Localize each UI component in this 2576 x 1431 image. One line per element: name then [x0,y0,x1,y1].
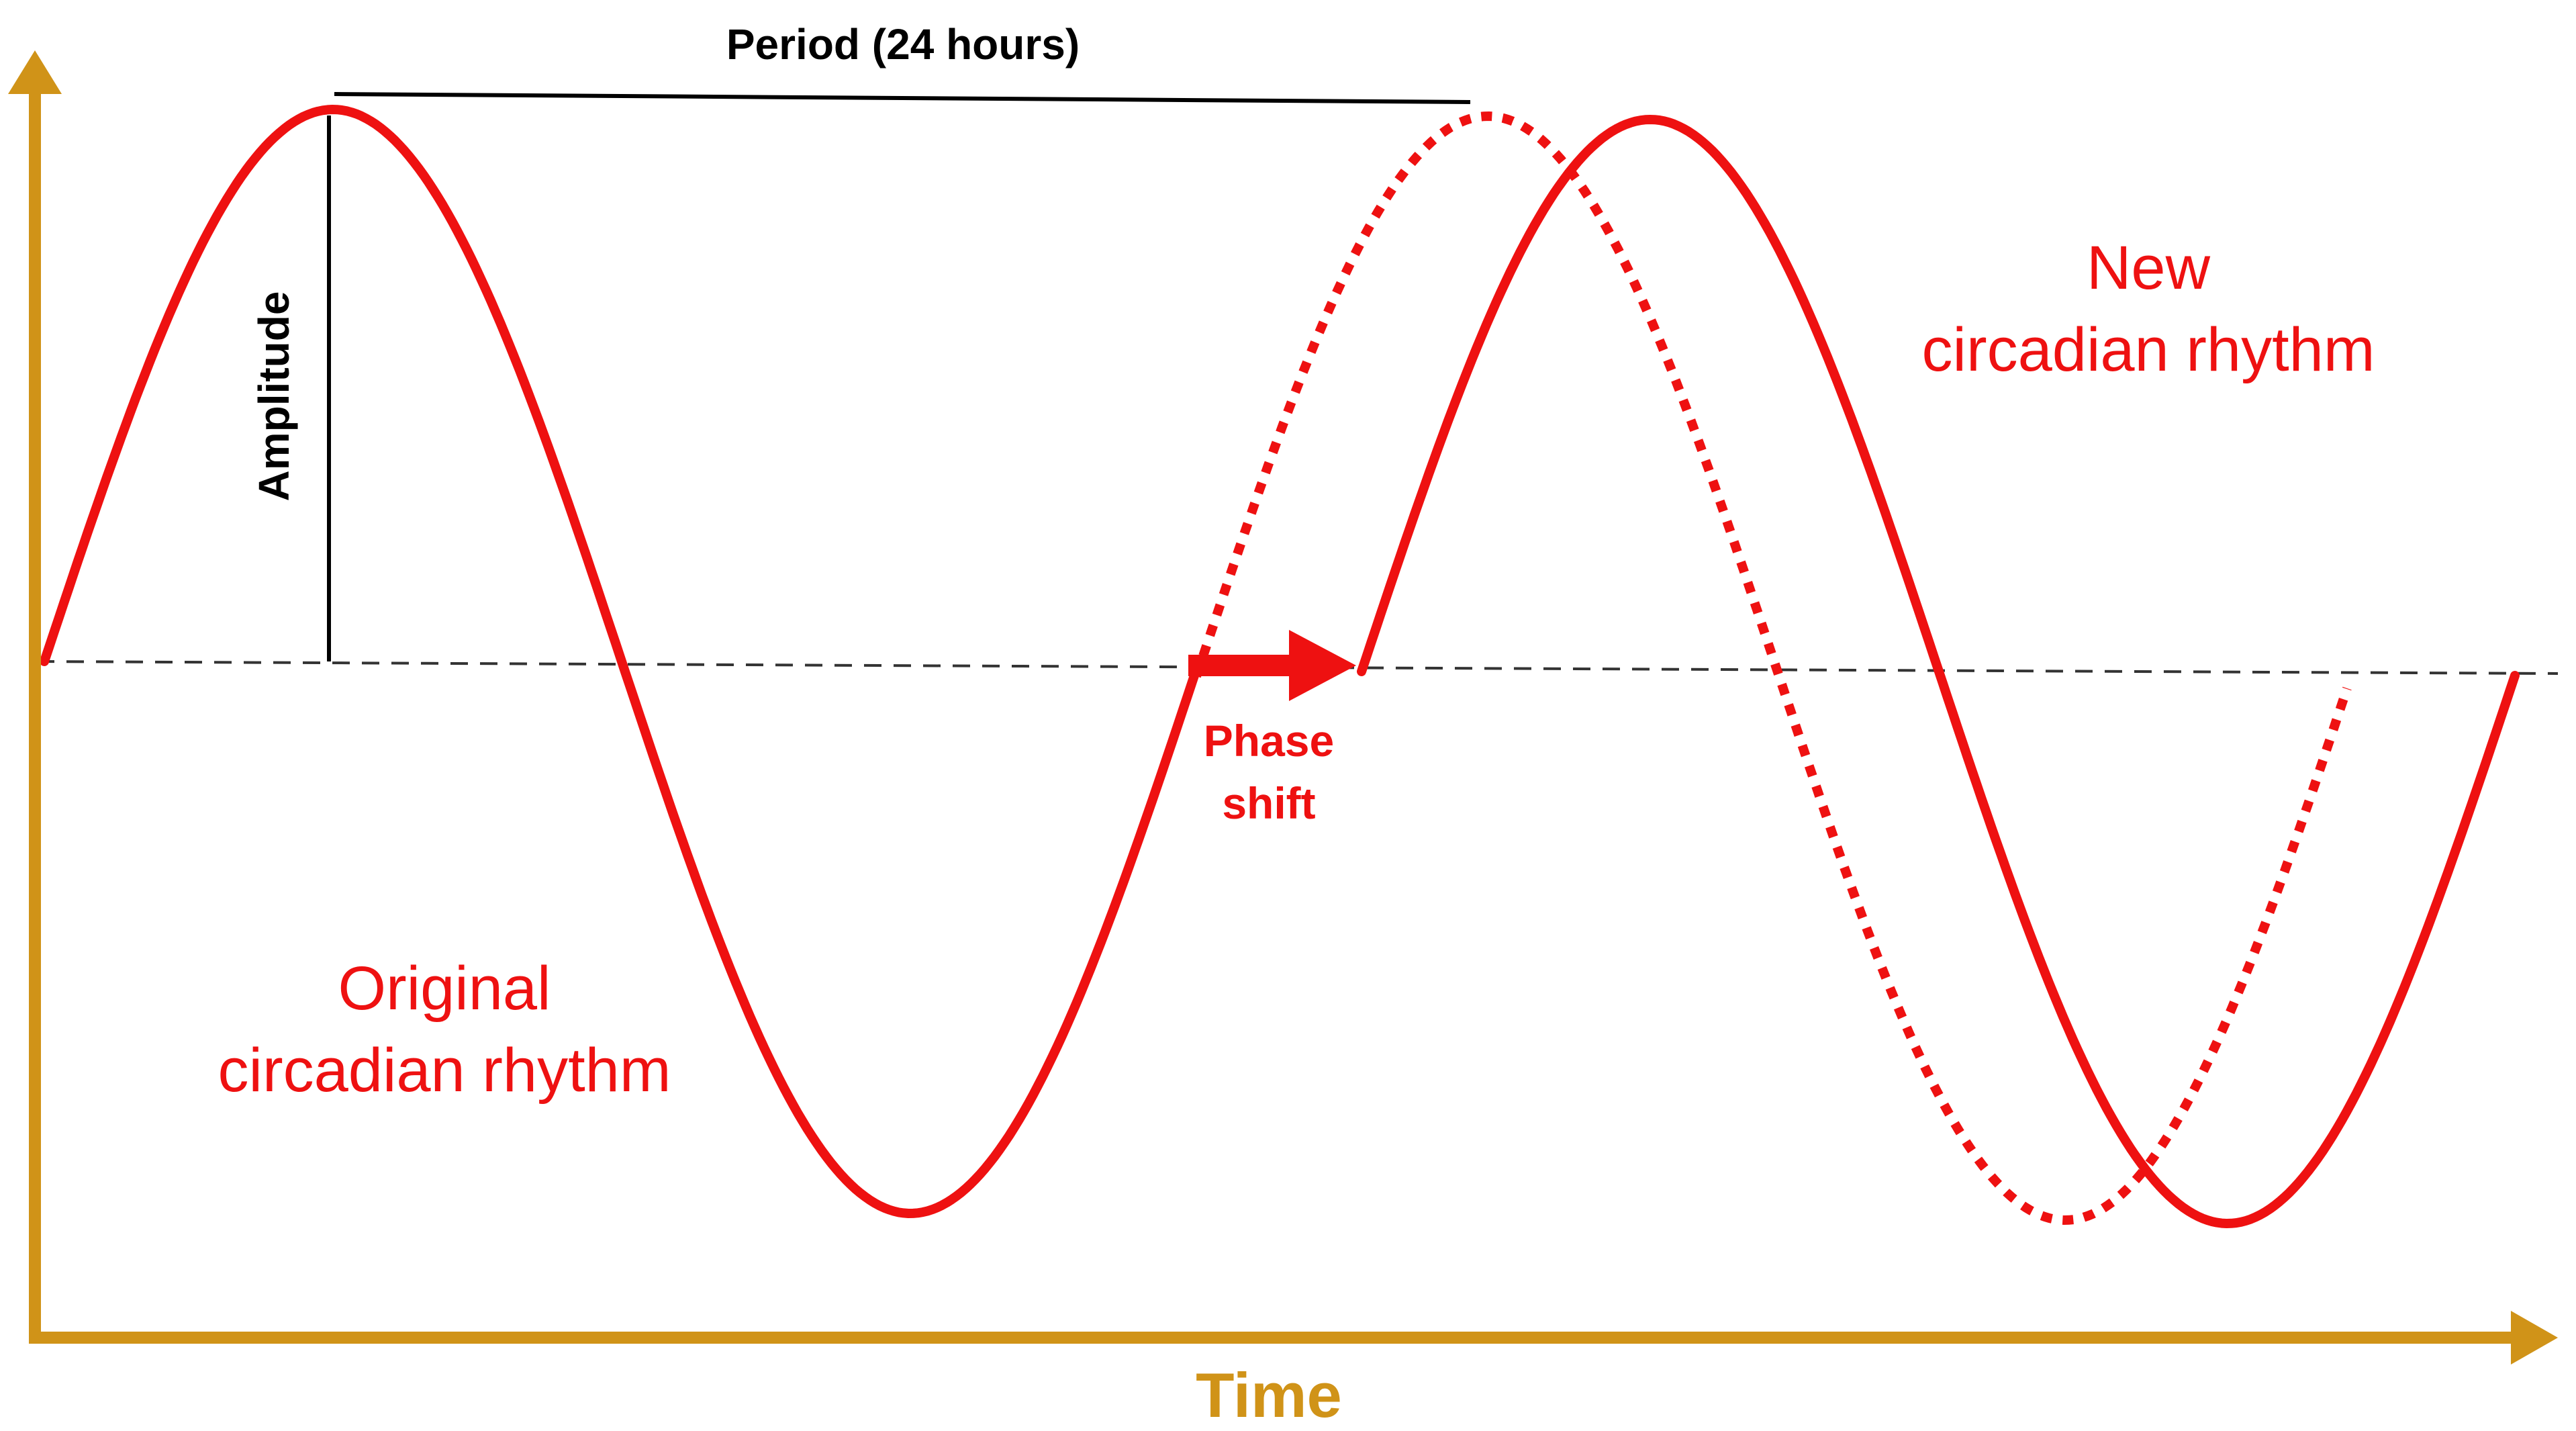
original-rhythm-label-line1: Original [338,954,551,1023]
x-axis [29,1311,2558,1365]
period-label: Period (24 hours) [726,20,1080,68]
original-rhythm-curve [40,105,1201,1218]
y-axis [8,50,62,1343]
phase-shift-label-line2: shift [1222,778,1315,828]
original-rhythm-label-line2: circadian rhythm [218,1036,671,1105]
new-rhythm-curve [1357,115,2520,1228]
up-arrow-icon [8,50,62,94]
phase-shift-label-line1: Phase [1204,716,1334,766]
new-rhythm-label-line1: New [2087,234,2211,302]
right-arrow-icon [2511,1311,2558,1365]
x-axis-label: Time [1196,1360,1342,1430]
amplitude-label: Amplitude [250,291,298,502]
original-rhythm-continuation-dotted [1192,111,2352,1226]
phase-shift-arrow-icon [1188,630,1356,701]
period-arrow [334,92,1471,104]
new-rhythm-label-line2: circadian rhythm [1922,316,2375,384]
baseline-dashed [36,660,2559,675]
